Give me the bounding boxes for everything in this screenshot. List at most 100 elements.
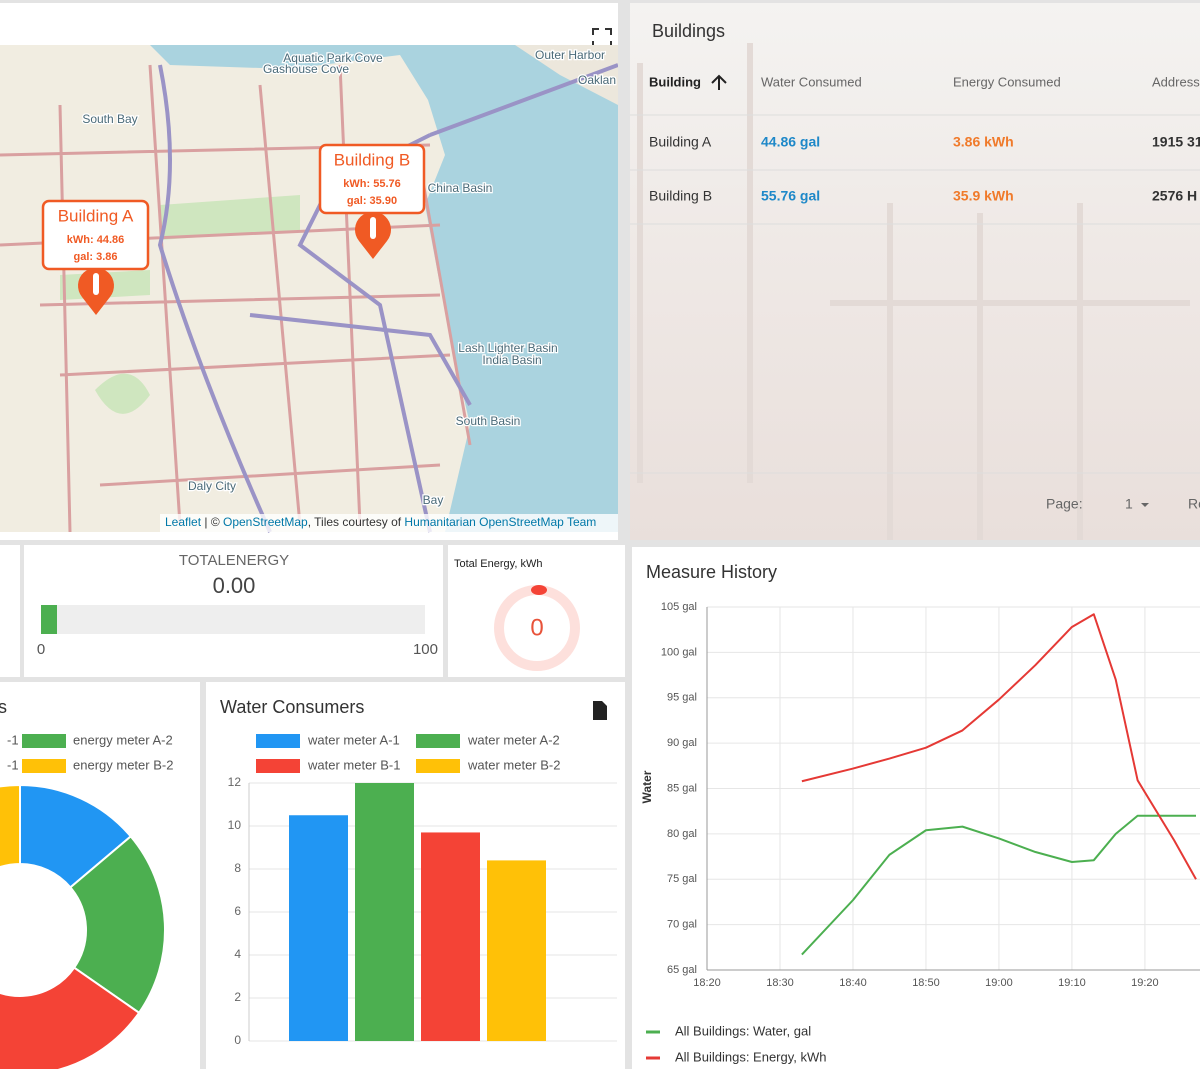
legend-label: water meter B-1	[307, 757, 400, 772]
y-tick-label: 70 gal	[667, 919, 697, 931]
water-consumers-panel: Water Consumers water meter A-1 water mete…	[206, 682, 625, 1069]
y-axis-label: Water	[640, 770, 654, 803]
pie-slice	[0, 783, 21, 869]
x-tick-label: 18:40	[839, 977, 867, 989]
rows-label: Ro	[1188, 496, 1200, 512]
x-tick-label: 19:10	[1058, 977, 1086, 989]
measure-history-panel: Measure History 65 gal 70 gal 75 gal 80 gal 8…	[632, 547, 1200, 1069]
map-label: South Bay	[82, 112, 137, 126]
marker-glyph	[93, 273, 99, 295]
y-tick-label: 4	[234, 947, 241, 961]
marker-popup	[318, 143, 426, 215]
pagination-dropdown	[1141, 503, 1149, 507]
table-cell: Building A	[649, 134, 712, 150]
legend-label: water meter B-2	[467, 757, 560, 772]
bar	[487, 860, 546, 1041]
table-cell: 1915 31	[1152, 134, 1200, 150]
legend-label: All Buildings: Water, gal	[675, 1023, 811, 1038]
x-tick-label: 18:20	[693, 977, 721, 989]
legend-swatch	[416, 759, 460, 773]
map-label: Oaklan	[578, 73, 616, 87]
column-header: Building	[649, 74, 701, 89]
progress-min: 0	[37, 641, 45, 658]
attribution-text: , Tiles courtesy of	[308, 515, 405, 529]
y-tick-label: 85 gal	[667, 782, 697, 794]
y-tick-label: 12	[228, 775, 242, 789]
y-tick-label: 80 gal	[667, 828, 697, 840]
legend-swatch	[22, 759, 66, 773]
column-header: Energy Consumed	[953, 74, 1061, 89]
pagination-page: 1	[1125, 496, 1133, 512]
map-panel: Aquatic Park Cove Gashouse Cove Outer Harb…	[0, 3, 618, 540]
measure-history-chart: Measure History 65 gal 70 gal 75 gal 80 gal 8…	[640, 562, 1200, 1064]
highways	[157, 63, 618, 533]
gauge-value: 0	[530, 614, 543, 641]
marker-title: Building B	[334, 150, 411, 169]
progress-title: TOTALENERGY	[179, 552, 289, 569]
y-tick-label: 100 gal	[661, 646, 697, 658]
progress-track	[41, 605, 425, 634]
x-tick-label: 19:20	[1131, 977, 1159, 989]
progress-fill	[41, 605, 57, 634]
marker-glyph	[370, 217, 376, 239]
attribution-link[interactable]: Humanitarian OpenStreetMap Team	[404, 515, 596, 529]
table-cell: Building B	[649, 188, 712, 204]
x-tick-label: 19:00	[985, 977, 1013, 989]
fullscreen-icon[interactable]	[592, 28, 612, 48]
map-label: Bay	[423, 493, 444, 507]
gauge-panel: Total Energy, kWh 0	[448, 545, 625, 677]
y-tick-label: 10	[228, 818, 242, 832]
gauge-pointer	[531, 585, 547, 595]
east-shore	[515, 45, 618, 105]
marker-line: kWh: 44.86	[67, 234, 124, 246]
attribution-bg	[160, 514, 618, 532]
background-building	[637, 43, 1190, 540]
chart-title: Water Consumers	[220, 697, 364, 717]
legend-swatch	[256, 759, 300, 773]
map-label: China Basin	[428, 181, 493, 195]
legend-label: All Buildings: Energy, kWh	[675, 1049, 827, 1064]
marker-title: Building A	[58, 206, 134, 225]
export-icon[interactable]	[593, 701, 607, 720]
bar	[289, 815, 348, 1041]
roads	[0, 64, 472, 533]
buildings-panel: Buildings Building Water Consumed Energy C…	[630, 3, 1200, 540]
gauge: Total Energy, kWh 0	[454, 558, 580, 671]
pie-slice	[0, 966, 141, 1069]
table-title: Buildings	[652, 21, 725, 41]
attribution-link[interactable]: Leaflet	[165, 515, 202, 529]
map-label: Lash Lighter Basin	[458, 341, 557, 355]
y-tick-label: 105 gal	[661, 601, 697, 613]
pie-slice	[68, 834, 166, 1015]
column-header: Address	[1152, 74, 1200, 89]
progress-value: 0.00	[213, 573, 256, 598]
map-header	[0, 3, 618, 45]
table-cell: 55.76 gal	[761, 188, 820, 204]
pagination-label: Page:	[1046, 496, 1083, 512]
fullscreen-glyph	[592, 28, 612, 48]
gauge-title: Total Energy, kWh	[454, 558, 542, 570]
progress-panel: TOTALENERGY 0.00 0 100	[24, 545, 443, 677]
line-series	[801, 814, 1196, 956]
y-tick-label: 75 gal	[667, 873, 697, 885]
map-label: India Basin	[482, 353, 541, 367]
map-label: Daly City	[188, 479, 236, 493]
attribution-text: | ©	[201, 515, 223, 529]
map-label: Gashouse Cove	[263, 62, 349, 76]
water-consumers-chart: Water Consumers water meter A-1 water mete…	[220, 697, 617, 1047]
bar	[421, 832, 480, 1041]
legend-swatch	[22, 734, 66, 748]
y-tick-label: 0	[234, 1033, 241, 1047]
chart-title: s	[0, 697, 7, 717]
chart-title: Measure History	[646, 562, 777, 582]
table-cell: 2576 H	[1152, 188, 1197, 204]
parks	[60, 195, 300, 414]
legend-label: water meter A-2	[467, 732, 560, 747]
sort-arrow[interactable]	[711, 74, 727, 90]
y-tick-label: 90 gal	[667, 737, 697, 749]
attribution-link[interactable]: OpenStreetMap	[223, 515, 308, 529]
energy-consumers-chart: s-1 energy meter A-2-1 energy meter B-2	[0, 697, 173, 1069]
